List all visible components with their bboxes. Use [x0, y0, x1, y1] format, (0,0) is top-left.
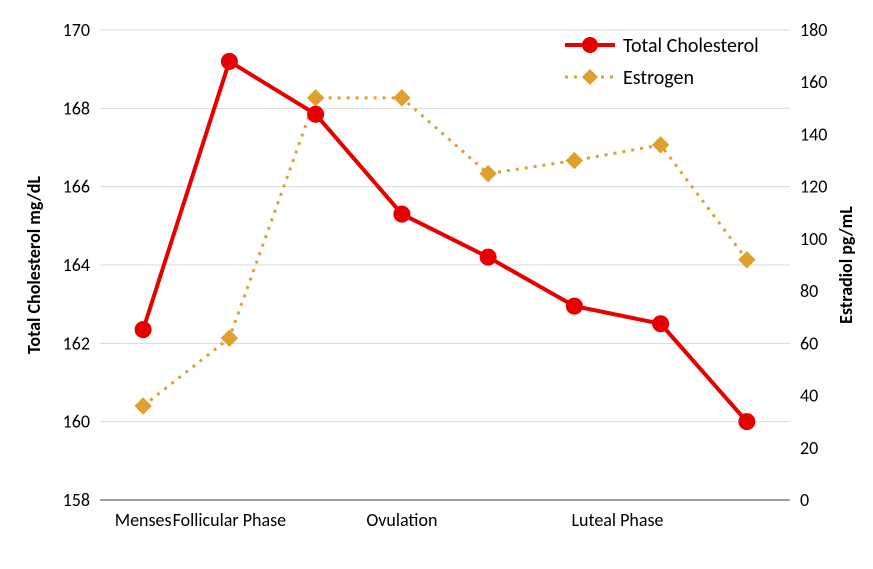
y-left-tick-label: 170 — [63, 19, 90, 41]
y-right-tick-label: 80 — [800, 280, 818, 302]
y-left-title: Total Cholesterol mg/dL — [23, 176, 45, 354]
y-right-tick-label: 0 — [800, 489, 809, 511]
y-right-tick-label: 40 — [800, 385, 818, 407]
y-left-tick-label: 160 — [63, 411, 90, 433]
y-right-tick-label: 20 — [800, 437, 818, 459]
chart-container: 158 160 162 164 166 168 170 0 20 40 60 80 100 120 140 1… — [0, 0, 873, 569]
legend-marker-cholesterol — [582, 37, 598, 53]
x-category-label: Menses — [115, 509, 172, 531]
y-left-tick-label: 168 — [63, 97, 90, 119]
x-category-label: Luteal Phase — [571, 509, 663, 531]
legend-label-cholesterol: Total Cholesterol — [623, 34, 759, 58]
y-right-tick-label: 100 — [800, 228, 827, 250]
y-right-tick-label: 120 — [800, 176, 827, 198]
y-left-tick-label: 158 — [63, 489, 90, 511]
chart-svg: 158 160 162 164 166 168 170 0 20 40 60 80 100 120 140 1… — [0, 0, 873, 569]
y-right-tick-label: 180 — [800, 19, 827, 41]
cholesterol-marker — [394, 206, 410, 222]
cholesterol-marker — [480, 249, 496, 265]
y-left-tick-label: 162 — [63, 332, 90, 354]
y-left-tick-label: 166 — [63, 176, 90, 198]
cholesterol-marker — [566, 298, 582, 314]
y-right-tick-label: 60 — [800, 332, 818, 354]
cholesterol-marker — [221, 53, 237, 69]
x-category-label: Follicular Phase — [173, 509, 286, 531]
cholesterol-marker — [739, 414, 755, 430]
y-right-title: Estradiol pg/mL — [835, 206, 857, 324]
y-right-tick-label: 140 — [800, 123, 827, 145]
x-category-label: Ovulation — [366, 509, 437, 531]
cholesterol-marker — [653, 316, 669, 332]
cholesterol-marker — [308, 106, 324, 122]
cholesterol-marker — [135, 322, 151, 338]
y-right-tick-label: 160 — [800, 71, 827, 93]
y-left-tick-label: 164 — [63, 254, 90, 276]
legend-label-estrogen: Estrogen — [623, 66, 694, 90]
